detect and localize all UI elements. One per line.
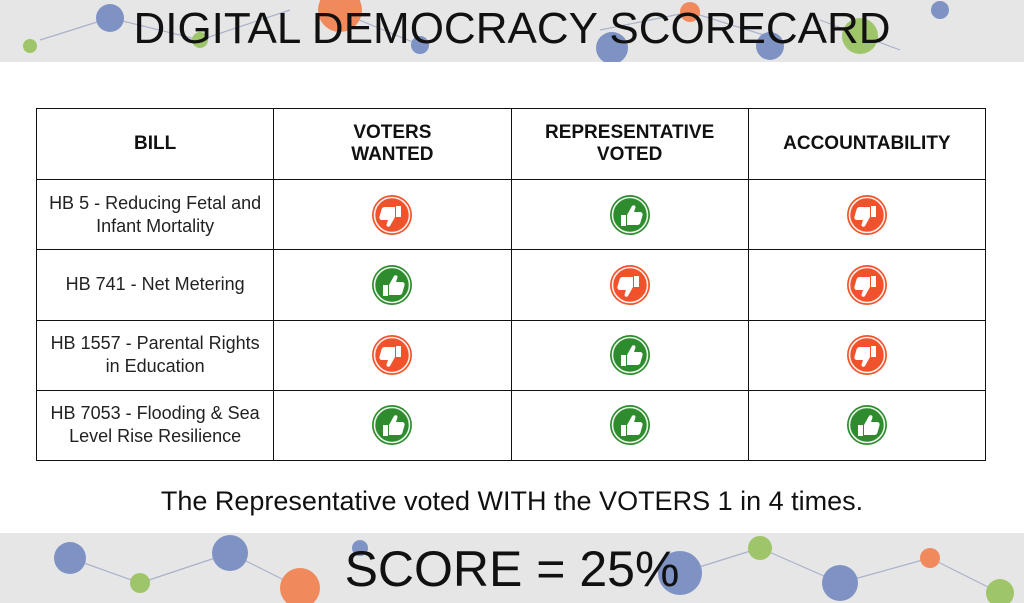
column-header-accountability: ACCOUNTABILITY: [747, 108, 987, 180]
representative-voted-cell: [510, 178, 749, 251]
thumbs-up-icon: [609, 334, 651, 376]
table-row: HB 1557 - Parental Rights in Education: [35, 319, 987, 391]
representative-voted-cell: [510, 319, 749, 391]
bottom-decor-band: [0, 533, 1024, 603]
score-text: SCORE = 25%: [344, 541, 680, 597]
accountability-cell: [747, 319, 987, 391]
voters-wanted-cell: [273, 178, 512, 251]
network-graphic: [23, 0, 949, 62]
column-header-representative-voted: REPRESENTATIVE VOTED: [510, 108, 749, 180]
thumbs-up-icon: [846, 404, 888, 446]
accountability-cell: [747, 389, 987, 462]
thumbs-down-icon: [609, 264, 651, 306]
thumbs-down-icon: [371, 194, 413, 236]
thumbs-down-icon: [371, 334, 413, 376]
representative-voted-cell: [510, 389, 749, 462]
scorecard-table: BILL VOTERS WANTED REPRESENTATIVE VOTED …: [35, 108, 987, 462]
thumbs-down-icon: [846, 334, 888, 376]
bill-cell: HB 741 - Net Metering: [35, 249, 275, 321]
representative-voted-cell: [510, 249, 749, 321]
accountability-cell: [747, 178, 987, 251]
thumbs-up-icon: [609, 404, 651, 446]
page-title: DIGITAL DEMOCRACY SCORECARD: [133, 4, 891, 53]
thumbs-up-icon: [609, 194, 651, 236]
thumbs-down-icon: [846, 264, 888, 306]
thumbs-up-icon: [371, 264, 413, 306]
thumbs-down-icon: [846, 194, 888, 236]
thumbs-up-icon: [371, 404, 413, 446]
table-row: HB 741 - Net Metering: [35, 249, 987, 321]
table-row: HB 5 - Reducing Fetal and Infant Mortali…: [35, 178, 987, 251]
table-header-row: BILL VOTERS WANTED REPRESENTATIVE VOTED …: [35, 108, 987, 180]
network-graphic: [54, 535, 1014, 603]
bill-cell: HB 1557 - Parental Rights in Education: [35, 319, 275, 391]
column-header-bill: BILL: [35, 108, 275, 180]
voters-wanted-cell: [273, 389, 512, 462]
summary-text: The Representative voted WITH the VOTERS…: [160, 486, 864, 516]
accountability-cell: [747, 249, 987, 321]
voters-wanted-cell: [273, 319, 512, 391]
column-header-voters-wanted: VOTERS WANTED: [273, 108, 512, 180]
bill-cell: HB 5 - Reducing Fetal and Infant Mortali…: [35, 178, 275, 251]
table-row: HB 7053 - Flooding & Sea Level Rise Resi…: [35, 389, 987, 462]
voters-wanted-cell: [273, 249, 512, 321]
bill-cell: HB 7053 - Flooding & Sea Level Rise Resi…: [35, 389, 275, 462]
top-decor-band: [0, 0, 1024, 62]
